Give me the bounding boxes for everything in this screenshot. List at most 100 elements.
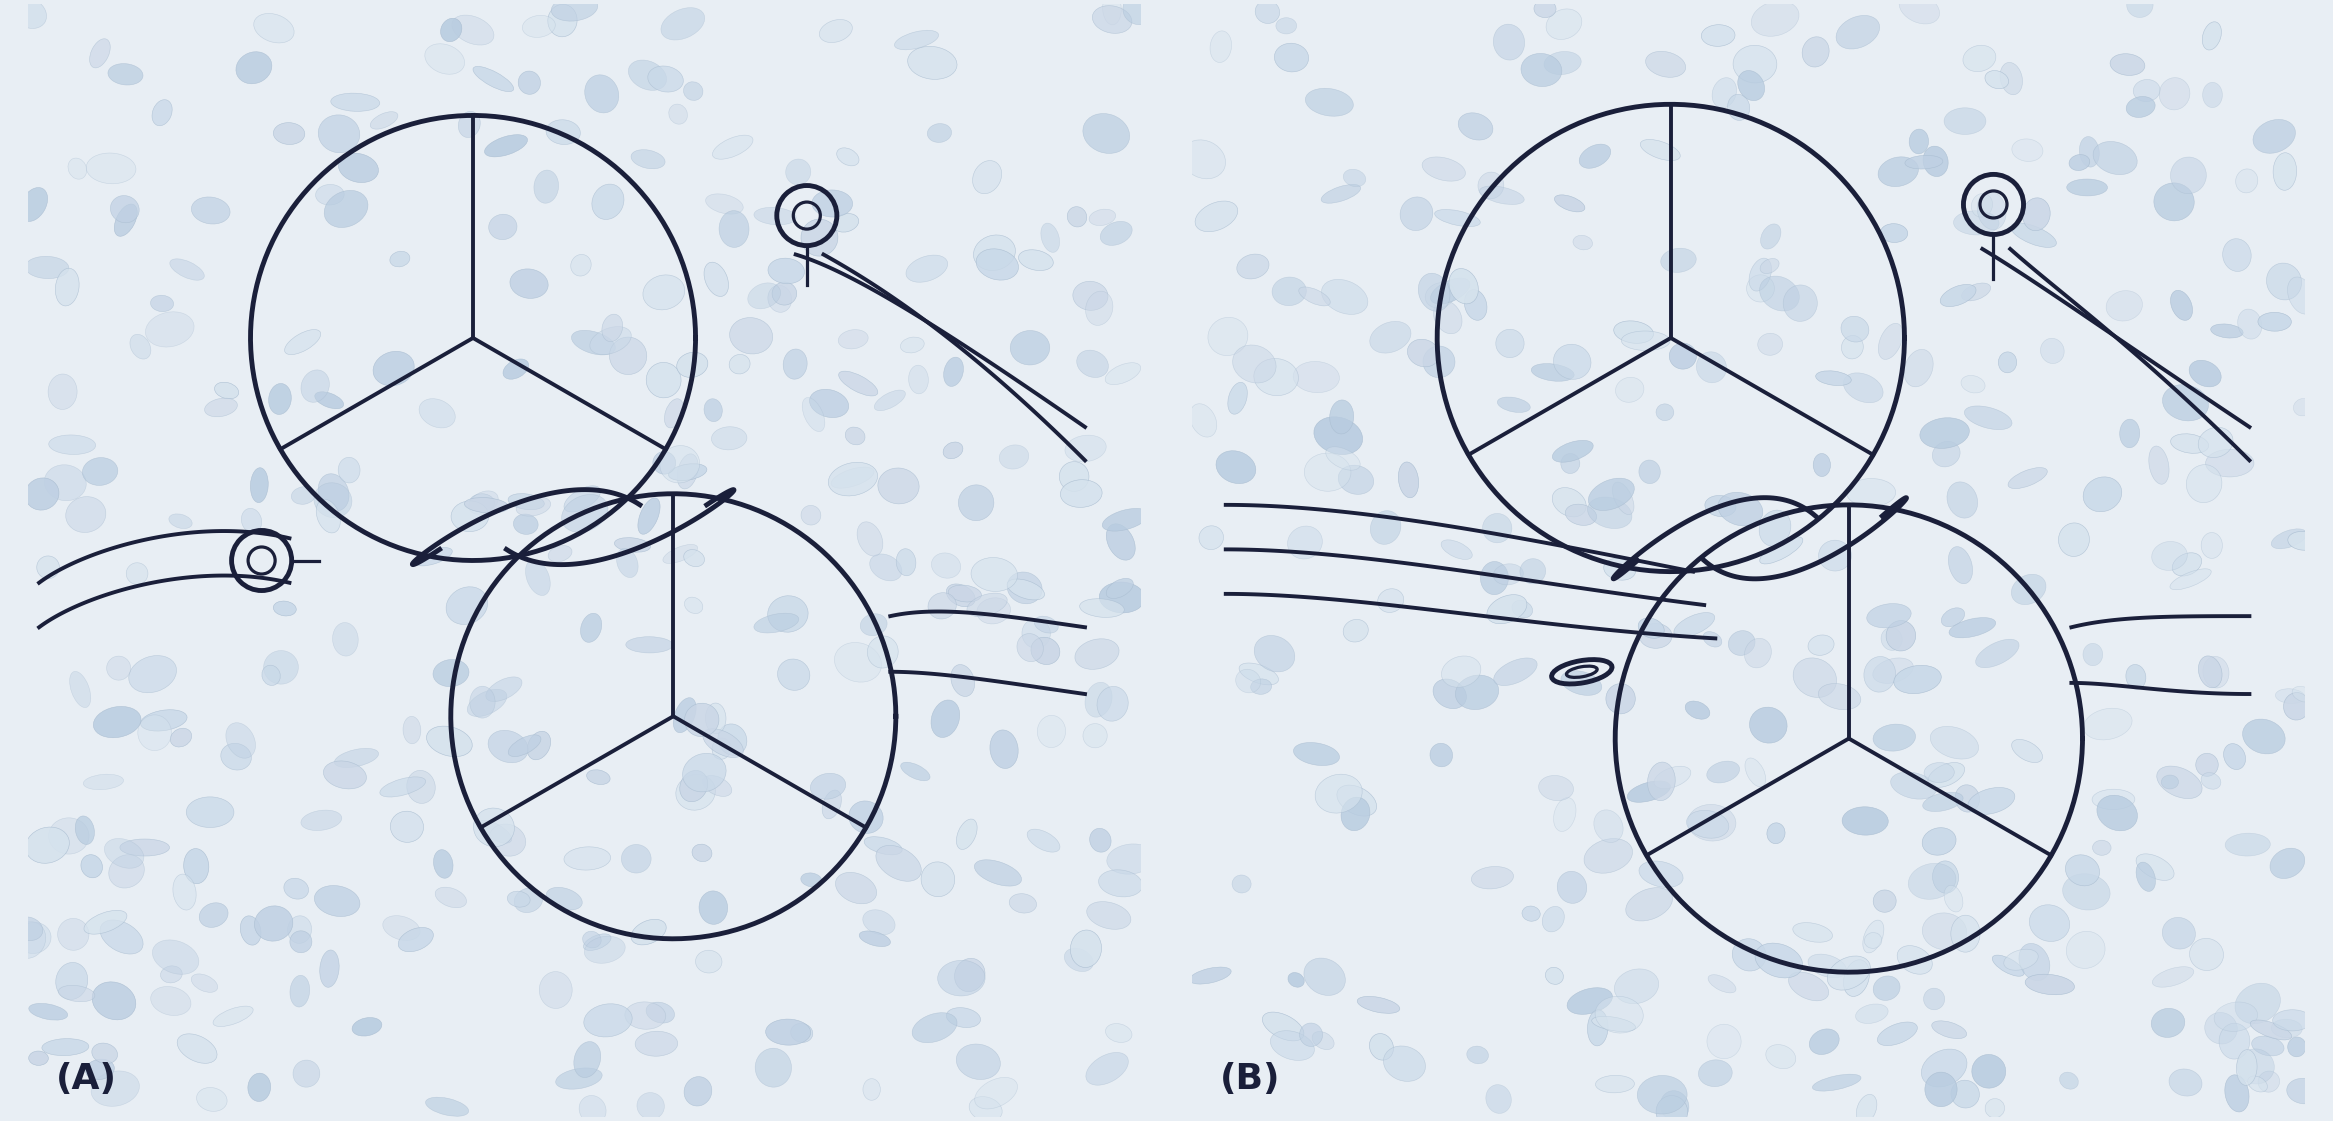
Ellipse shape xyxy=(2202,21,2221,50)
Ellipse shape xyxy=(1010,893,1036,912)
Ellipse shape xyxy=(26,827,70,863)
Ellipse shape xyxy=(2270,849,2305,879)
Ellipse shape xyxy=(646,362,681,398)
Ellipse shape xyxy=(2291,686,2314,702)
Ellipse shape xyxy=(1432,300,1463,334)
Ellipse shape xyxy=(1922,793,1962,812)
Ellipse shape xyxy=(1948,618,1995,638)
Ellipse shape xyxy=(548,4,576,37)
Ellipse shape xyxy=(2156,766,2202,798)
Ellipse shape xyxy=(474,808,513,846)
Ellipse shape xyxy=(371,112,399,129)
Ellipse shape xyxy=(630,150,665,169)
Ellipse shape xyxy=(810,389,849,418)
Ellipse shape xyxy=(2128,0,2153,18)
Ellipse shape xyxy=(215,382,238,399)
Ellipse shape xyxy=(786,159,812,185)
Ellipse shape xyxy=(705,399,723,421)
Text: (B): (B) xyxy=(1220,1062,1281,1096)
Ellipse shape xyxy=(434,850,453,878)
Ellipse shape xyxy=(1708,1025,1740,1058)
Ellipse shape xyxy=(784,349,807,379)
Ellipse shape xyxy=(800,506,821,525)
Ellipse shape xyxy=(1645,52,1687,77)
Ellipse shape xyxy=(1729,94,1750,120)
Ellipse shape xyxy=(583,934,611,951)
Ellipse shape xyxy=(2272,152,2296,191)
Ellipse shape xyxy=(516,497,551,516)
Ellipse shape xyxy=(1271,1030,1313,1060)
Ellipse shape xyxy=(1922,1049,1967,1087)
Ellipse shape xyxy=(1288,526,1323,559)
Ellipse shape xyxy=(896,548,917,576)
Ellipse shape xyxy=(28,1051,49,1065)
Ellipse shape xyxy=(1097,686,1129,721)
Ellipse shape xyxy=(1943,886,1962,912)
Ellipse shape xyxy=(1208,317,1248,355)
Ellipse shape xyxy=(1239,663,1278,685)
Ellipse shape xyxy=(700,891,728,925)
Ellipse shape xyxy=(819,19,852,43)
Ellipse shape xyxy=(93,982,135,1020)
Ellipse shape xyxy=(100,920,142,954)
Ellipse shape xyxy=(749,282,782,308)
Ellipse shape xyxy=(453,15,495,45)
Ellipse shape xyxy=(1843,807,1887,835)
Ellipse shape xyxy=(513,515,539,535)
Ellipse shape xyxy=(126,563,147,584)
Ellipse shape xyxy=(1341,797,1369,831)
Ellipse shape xyxy=(82,854,103,878)
Ellipse shape xyxy=(1227,382,1248,414)
Ellipse shape xyxy=(1493,658,1537,686)
Ellipse shape xyxy=(863,836,903,855)
Ellipse shape xyxy=(1486,1085,1512,1113)
Ellipse shape xyxy=(205,398,238,417)
Ellipse shape xyxy=(1465,289,1486,321)
Ellipse shape xyxy=(555,1068,602,1090)
Ellipse shape xyxy=(324,191,369,228)
Ellipse shape xyxy=(1085,1053,1129,1085)
Ellipse shape xyxy=(2125,665,2146,689)
Ellipse shape xyxy=(1551,441,1593,462)
Ellipse shape xyxy=(653,452,677,474)
Ellipse shape xyxy=(1456,675,1498,710)
Ellipse shape xyxy=(1458,113,1493,140)
Ellipse shape xyxy=(91,1071,140,1106)
Ellipse shape xyxy=(1640,623,1673,648)
Ellipse shape xyxy=(273,122,306,145)
Ellipse shape xyxy=(861,614,887,636)
Ellipse shape xyxy=(1449,269,1479,304)
Ellipse shape xyxy=(68,158,86,179)
Ellipse shape xyxy=(1733,938,1766,971)
Ellipse shape xyxy=(1078,350,1108,378)
Ellipse shape xyxy=(551,0,597,21)
Ellipse shape xyxy=(1418,274,1451,312)
Ellipse shape xyxy=(1925,989,1946,1010)
Ellipse shape xyxy=(1579,145,1610,168)
Ellipse shape xyxy=(2011,139,2044,161)
Ellipse shape xyxy=(677,775,716,810)
Ellipse shape xyxy=(110,195,140,223)
Ellipse shape xyxy=(831,467,875,488)
Ellipse shape xyxy=(2289,531,2319,550)
Ellipse shape xyxy=(250,467,268,502)
Ellipse shape xyxy=(464,498,509,513)
Ellipse shape xyxy=(1950,1081,1978,1108)
Text: (A): (A) xyxy=(56,1062,117,1096)
Ellipse shape xyxy=(474,66,513,92)
Ellipse shape xyxy=(1442,540,1472,559)
Ellipse shape xyxy=(1467,1046,1488,1064)
Ellipse shape xyxy=(56,268,79,306)
Ellipse shape xyxy=(1099,870,1143,897)
Ellipse shape xyxy=(572,254,590,276)
Ellipse shape xyxy=(2107,290,2142,321)
Ellipse shape xyxy=(478,821,511,843)
Ellipse shape xyxy=(1661,248,1696,272)
Ellipse shape xyxy=(2286,1078,2321,1104)
Ellipse shape xyxy=(565,846,611,870)
Ellipse shape xyxy=(1864,933,1883,948)
Ellipse shape xyxy=(1964,406,2011,429)
Ellipse shape xyxy=(1843,960,1869,997)
Ellipse shape xyxy=(586,770,611,785)
Ellipse shape xyxy=(2289,277,2314,314)
